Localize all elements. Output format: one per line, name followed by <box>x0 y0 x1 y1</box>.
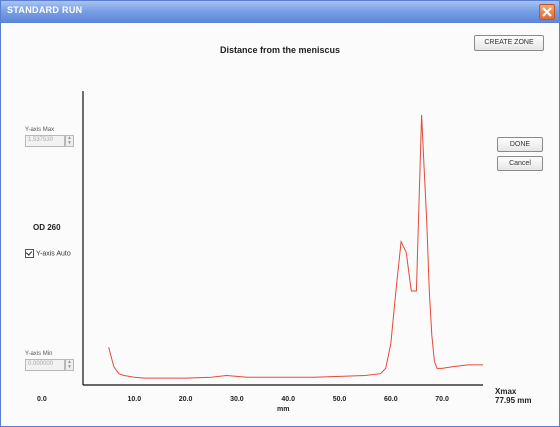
x-tick-label: 30.0 <box>230 396 244 403</box>
x-tick-label: 0.0 <box>37 396 47 403</box>
y-axis-auto-label: Y-axis Auto <box>36 250 71 258</box>
spin-up-icon: ▲ <box>67 135 72 141</box>
x-axis-label: mm <box>277 406 290 413</box>
y-axis-max-input[interactable]: 1.537530 <box>25 135 65 147</box>
spin-up-icon: ▲ <box>67 359 72 365</box>
x-tick-label: 70.0 <box>435 396 449 403</box>
window-title: STANDARD RUN <box>7 5 83 15</box>
x-tick-label: 10.0 <box>127 396 141 403</box>
title-bar[interactable]: STANDARD RUN <box>1 1 559 23</box>
checkmark-icon <box>25 249 34 258</box>
create-zone-button[interactable]: CREATE ZONE <box>474 35 544 51</box>
y-axis-label: OD 260 <box>33 223 61 232</box>
y-axis-max-spinner[interactable]: ▲ ▼ <box>65 135 74 147</box>
xmax-label: Xmax <box>495 387 517 396</box>
y-axis-min-spinner[interactable]: ▲ ▼ <box>65 359 74 371</box>
y-axis-max-label: Y-axis Max <box>25 127 55 133</box>
client-area: Distance from the meniscus CREATE ZONE D… <box>1 23 559 426</box>
od-trace-line <box>108 114 484 379</box>
cancel-button[interactable]: Cancel <box>497 156 543 171</box>
close-button[interactable] <box>539 4 555 20</box>
chart-plot-area: 0.0 10.0 20.0 30.0 40.0 50.0 60.0 70.0 <box>37 91 484 403</box>
done-button[interactable]: DONE <box>497 137 543 152</box>
x-tick-label: 50.0 <box>333 396 347 403</box>
xmax-readout: Xmax 77.95 mm <box>495 387 531 405</box>
xmax-value: 77.95 mm <box>495 396 532 405</box>
y-axis-min-input[interactable]: 0.000000 <box>25 359 65 371</box>
x-tick-label: 40.0 <box>281 396 295 403</box>
chart-title: Distance from the meniscus <box>219 45 341 55</box>
spin-down-icon: ▼ <box>67 140 72 146</box>
y-axis-auto-checkbox[interactable]: Y-axis Auto <box>25 249 71 258</box>
y-axis-min-label: Y-axis Min <box>25 351 53 357</box>
close-icon <box>542 7 552 17</box>
x-tick-label: 20.0 <box>179 396 193 403</box>
spin-down-icon: ▼ <box>67 364 72 370</box>
x-tick-label: 60.0 <box>384 396 398 403</box>
